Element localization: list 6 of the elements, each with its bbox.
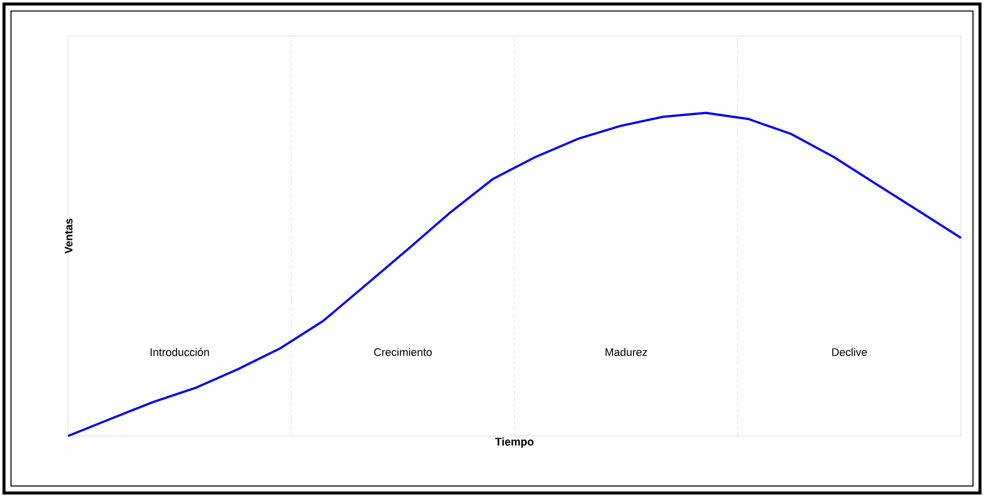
annotation: Introducción xyxy=(150,348,209,356)
annotation: Declive xyxy=(832,348,867,356)
y-axis-title: Ventas xyxy=(64,218,72,254)
x-axis-title: Tiempo xyxy=(495,438,534,448)
annotation: Madurez xyxy=(606,348,647,356)
annotation: Crecimiento xyxy=(374,348,432,356)
